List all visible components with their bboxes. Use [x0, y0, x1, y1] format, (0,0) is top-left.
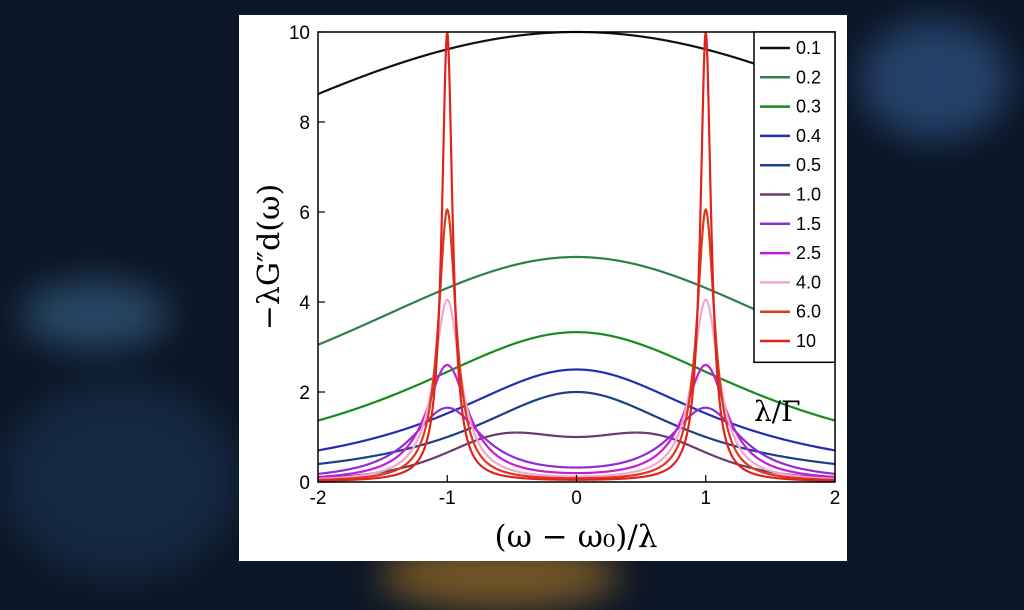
legend-title: λ/Γ	[754, 395, 801, 428]
legend-label-0-2: 0.2	[796, 67, 821, 87]
x-tick-label: 1	[700, 488, 711, 509]
series-line-1-0	[317, 431, 836, 480]
legend-label-0-1: 0.1	[796, 38, 821, 58]
legend-label-10: 10	[796, 331, 816, 351]
x-axis-label: (ω − ω₀)/λ	[495, 519, 658, 555]
legend-label-0-5: 0.5	[796, 155, 821, 175]
line-chart: -2 -1 0 1 2 0 2 4 6 8 10 0.1 0.2 0.3 0.4 0.5 1.0 1.5 2.5 4…	[252, 23, 840, 555]
x-tick-label: 0	[571, 488, 582, 509]
background-glow-right	[860, 20, 1010, 140]
background	[0, 20, 1010, 610]
background-shade-left	[0, 380, 240, 580]
legend-label-2-5: 2.5	[796, 243, 821, 263]
legend: 0.1 0.2 0.3 0.4 0.5 1.0 1.5 2.5 4.0 6.0 10	[753, 31, 836, 364]
legend-label-6-0: 6.0	[796, 302, 821, 322]
axis-ticks: -2 -1 0 1 2 0 2 4 6 8 10	[289, 23, 840, 509]
legend-label-1-5: 1.5	[796, 214, 821, 234]
x-tick-label: -1	[439, 488, 456, 509]
y-tick-label: 10	[289, 23, 310, 44]
background-glow-left	[20, 280, 170, 350]
legend-label-0-4: 0.4	[796, 126, 821, 146]
series-line-1-5	[317, 406, 836, 475]
y-tick-label: 2	[299, 383, 310, 404]
legend-label-0-3: 0.3	[796, 97, 821, 117]
x-tick-label: 2	[830, 488, 841, 509]
y-axis-label: −λG″d(ω)	[252, 184, 287, 330]
series-line-0-3	[317, 331, 836, 422]
legend-label-4-0: 4.0	[796, 272, 821, 292]
y-tick-label: 6	[299, 203, 310, 224]
legend-box	[753, 31, 836, 364]
y-tick-label: 0	[299, 473, 310, 494]
series-line-2-5	[317, 363, 836, 479]
series-line-0-4	[317, 368, 836, 452]
series-line-0-2	[317, 255, 836, 346]
x-tick-label: -2	[310, 488, 327, 509]
y-tick-label: 8	[299, 113, 310, 134]
chart-panel: -2 -1 0 1 2 0 2 4 6 8 10 0.1 0.2 0.3 0.4 0.5 1.0 1.5 2.5 4…	[239, 15, 847, 561]
y-tick-label: 4	[299, 293, 310, 314]
legend-label-1-0: 1.0	[796, 185, 821, 205]
